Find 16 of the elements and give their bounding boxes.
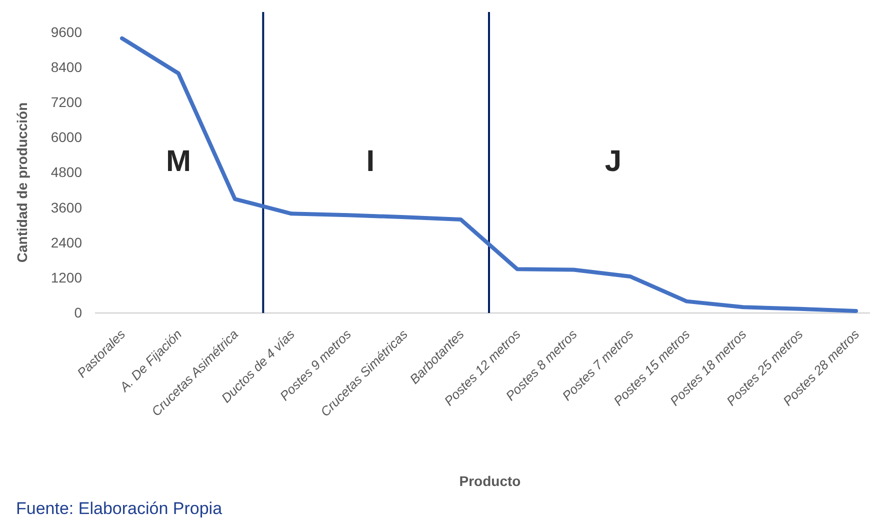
annotation: M <box>166 144 191 178</box>
y-tick-label: 4800 <box>50 164 82 180</box>
x-axis-title: Producto <box>459 473 521 489</box>
y-axis-title: Cantidad de producción <box>14 102 30 263</box>
source-note: Fuente: Elaboración Propia <box>16 499 223 518</box>
y-tick-label: 1200 <box>50 269 82 286</box>
y-tick-label: 0 <box>74 304 82 320</box>
y-tick-label: 8400 <box>50 59 82 76</box>
annotation: I <box>366 144 375 178</box>
annotation: J <box>604 144 622 178</box>
y-tick-label: 9600 <box>50 24 82 40</box>
y-tick-label: 6000 <box>50 129 82 146</box>
y-tick-label: 7200 <box>50 94 82 110</box>
y-tick-label: 2400 <box>50 234 82 250</box>
y-tick-label: 3600 <box>50 199 82 216</box>
line-series <box>120 36 858 313</box>
